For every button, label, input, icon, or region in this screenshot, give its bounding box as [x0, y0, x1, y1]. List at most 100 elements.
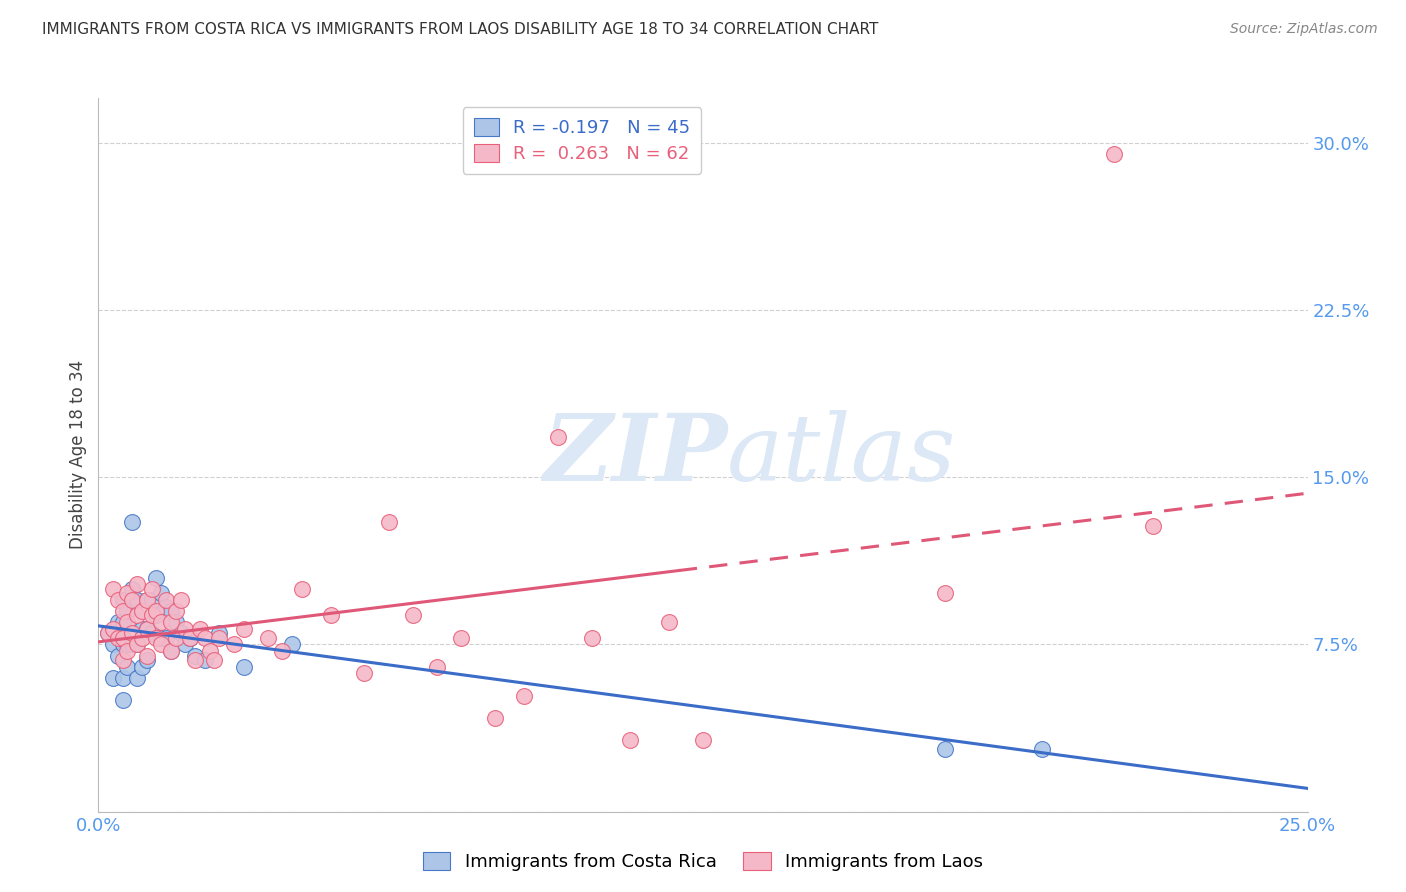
Text: Source: ZipAtlas.com: Source: ZipAtlas.com — [1230, 22, 1378, 37]
Point — [581, 631, 603, 645]
Point — [160, 604, 183, 618]
Point — [174, 637, 197, 651]
Point — [222, 637, 245, 651]
Point — [232, 660, 254, 674]
Point — [111, 615, 134, 630]
Point — [150, 586, 173, 600]
Point — [150, 637, 173, 651]
Point — [131, 604, 153, 618]
Point — [141, 608, 163, 623]
Point — [97, 626, 120, 640]
Point — [160, 644, 183, 658]
Point — [127, 592, 149, 607]
Text: IMMIGRANTS FROM COSTA RICA VS IMMIGRANTS FROM LAOS DISABILITY AGE 18 TO 34 CORRE: IMMIGRANTS FROM COSTA RICA VS IMMIGRANTS… — [42, 22, 879, 37]
Point — [377, 515, 399, 529]
Point — [121, 592, 143, 607]
Point — [135, 592, 157, 607]
Point — [547, 430, 569, 444]
Point — [619, 733, 641, 747]
Point — [121, 515, 143, 529]
Y-axis label: Disability Age 18 to 34: Disability Age 18 to 34 — [69, 360, 87, 549]
Point — [692, 733, 714, 747]
Point — [117, 586, 139, 600]
Point — [198, 644, 221, 658]
Point — [194, 631, 217, 645]
Point — [169, 592, 191, 607]
Point — [135, 653, 157, 667]
Point — [188, 622, 211, 636]
Point — [111, 604, 134, 618]
Point — [165, 615, 187, 630]
Point — [121, 626, 143, 640]
Point — [101, 622, 124, 636]
Point — [145, 608, 167, 623]
Point — [145, 571, 167, 585]
Point — [117, 615, 139, 630]
Point — [117, 604, 139, 618]
Point — [127, 637, 149, 651]
Point — [232, 622, 254, 636]
Point — [426, 660, 449, 674]
Point — [179, 631, 201, 645]
Point — [121, 582, 143, 596]
Point — [107, 615, 129, 630]
Point — [135, 622, 157, 636]
Point — [141, 592, 163, 607]
Point — [934, 586, 956, 600]
Point — [204, 653, 226, 667]
Point — [150, 631, 173, 645]
Point — [101, 671, 124, 685]
Point — [319, 608, 342, 623]
Point — [111, 637, 134, 651]
Point — [111, 653, 134, 667]
Point — [101, 637, 124, 651]
Point — [1102, 147, 1125, 161]
Legend: R = -0.197   N = 45, R =  0.263   N = 62: R = -0.197 N = 45, R = 0.263 N = 62 — [463, 107, 702, 174]
Point — [117, 637, 139, 651]
Point — [111, 631, 134, 645]
Point — [174, 622, 197, 636]
Point — [155, 631, 177, 645]
Point — [131, 660, 153, 674]
Point — [145, 631, 167, 645]
Point — [1031, 742, 1053, 756]
Point — [1142, 519, 1164, 533]
Point — [353, 666, 375, 681]
Point — [271, 644, 294, 658]
Point — [127, 608, 149, 623]
Text: ZIP: ZIP — [543, 410, 727, 500]
Point — [131, 631, 153, 645]
Point — [131, 622, 153, 636]
Point — [160, 644, 183, 658]
Point — [97, 626, 120, 640]
Point — [127, 671, 149, 685]
Point — [281, 637, 304, 651]
Point — [165, 631, 187, 645]
Point — [155, 599, 177, 614]
Point — [450, 631, 472, 645]
Point — [160, 615, 183, 630]
Point — [135, 622, 157, 636]
Point — [150, 615, 173, 630]
Point — [179, 631, 201, 645]
Point — [117, 644, 139, 658]
Point — [117, 660, 139, 674]
Point — [107, 592, 129, 607]
Point — [194, 653, 217, 667]
Point — [111, 592, 134, 607]
Point — [127, 577, 149, 591]
Point — [101, 582, 124, 596]
Point — [135, 592, 157, 607]
Point — [256, 631, 278, 645]
Point — [513, 689, 536, 703]
Point — [141, 582, 163, 596]
Point — [141, 626, 163, 640]
Point — [290, 582, 312, 596]
Legend: Immigrants from Costa Rica, Immigrants from Laos: Immigrants from Costa Rica, Immigrants f… — [416, 845, 990, 879]
Point — [658, 615, 681, 630]
Point — [169, 626, 191, 640]
Point — [934, 742, 956, 756]
Point — [121, 637, 143, 651]
Point — [165, 604, 187, 618]
Point — [208, 631, 231, 645]
